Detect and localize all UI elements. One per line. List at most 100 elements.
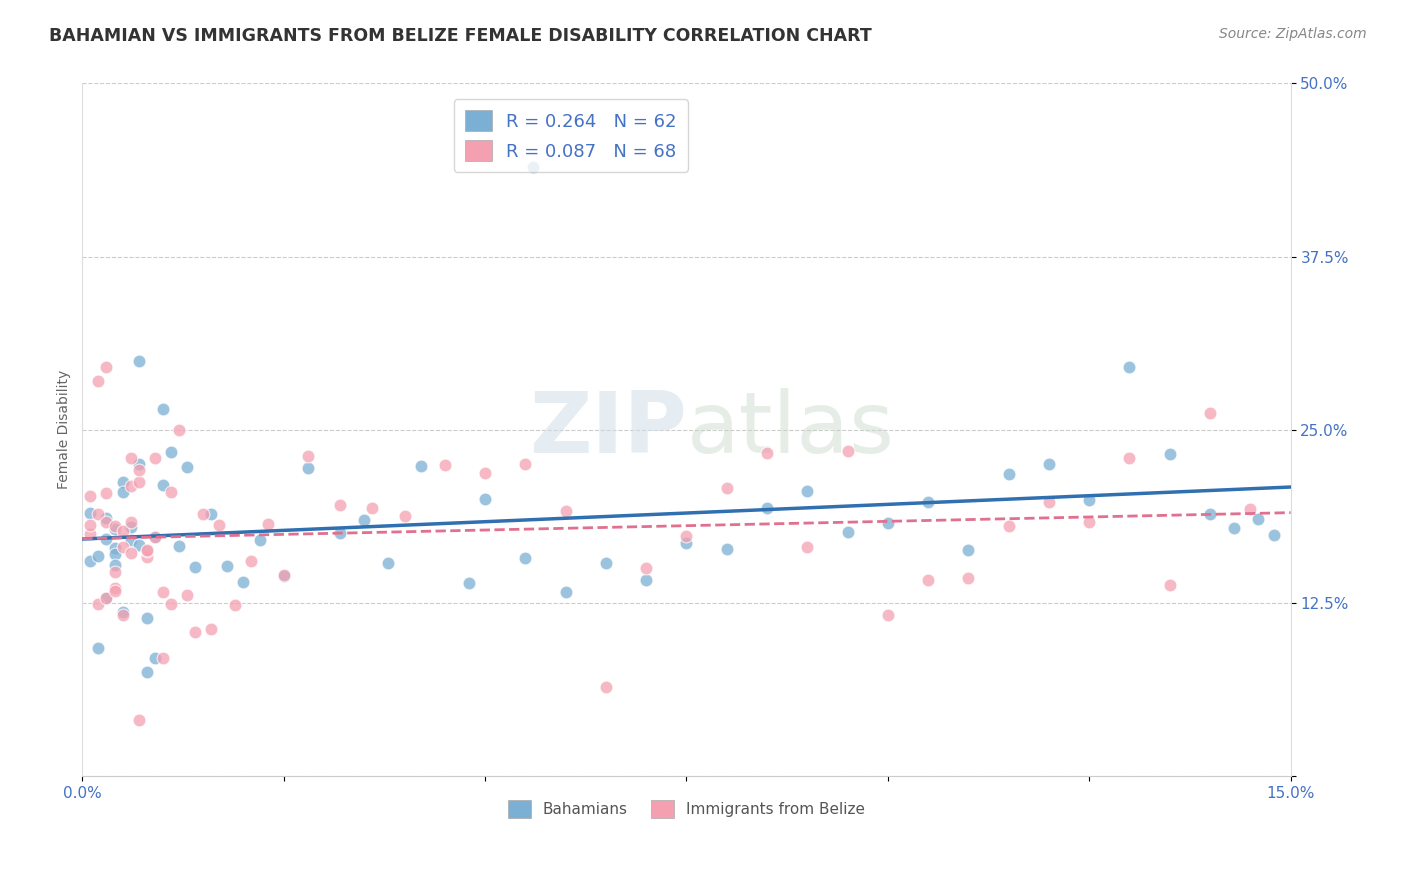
Y-axis label: Female Disability: Female Disability	[58, 370, 72, 490]
Point	[176, 460, 198, 475]
Point	[152, 478, 174, 492]
Point	[675, 529, 697, 543]
Point	[120, 533, 142, 548]
Point	[595, 680, 617, 694]
Point	[232, 575, 254, 590]
Point	[377, 556, 399, 570]
Point	[208, 517, 231, 532]
Point	[329, 499, 352, 513]
Point	[143, 650, 166, 665]
Point	[143, 530, 166, 544]
Point	[184, 625, 207, 640]
Point	[160, 485, 183, 500]
Point	[87, 641, 110, 656]
Point	[111, 607, 134, 622]
Point	[458, 576, 481, 591]
Point	[167, 423, 190, 437]
Point	[675, 536, 697, 550]
Point	[152, 585, 174, 599]
Point	[103, 565, 125, 579]
Point	[111, 475, 134, 489]
Point	[135, 550, 157, 565]
Point	[409, 458, 432, 473]
Point	[79, 526, 101, 541]
Point	[957, 543, 980, 558]
Point	[96, 515, 118, 529]
Point	[1038, 457, 1060, 471]
Legend: Bahamians, Immigrants from Belize: Bahamians, Immigrants from Belize	[502, 794, 872, 824]
Text: Source: ZipAtlas.com: Source: ZipAtlas.com	[1219, 27, 1367, 41]
Point	[111, 605, 134, 619]
Point	[135, 542, 157, 557]
Point	[297, 460, 319, 475]
Point	[135, 611, 157, 625]
Point	[1159, 577, 1181, 591]
Point	[96, 591, 118, 606]
Point	[636, 573, 658, 587]
Point	[160, 444, 183, 458]
Point	[120, 546, 142, 560]
Point	[96, 485, 118, 500]
Point	[87, 598, 110, 612]
Point	[79, 489, 101, 503]
Point	[1263, 528, 1285, 542]
Point	[135, 665, 157, 680]
Point	[103, 583, 125, 598]
Point	[756, 500, 779, 515]
Point	[1239, 501, 1261, 516]
Point	[329, 526, 352, 541]
Point	[796, 483, 818, 498]
Point	[837, 524, 859, 539]
Point	[111, 485, 134, 500]
Point	[128, 713, 150, 727]
Point	[1199, 507, 1222, 521]
Point	[249, 533, 271, 548]
Point	[997, 467, 1019, 481]
Point	[103, 581, 125, 595]
Point	[554, 504, 576, 518]
Point	[160, 598, 183, 612]
Point	[128, 353, 150, 368]
Point	[79, 554, 101, 568]
Point	[917, 495, 939, 509]
Text: ZIP: ZIP	[529, 388, 686, 471]
Point	[1223, 521, 1246, 535]
Point	[1199, 407, 1222, 421]
Point	[96, 510, 118, 524]
Point	[200, 507, 222, 521]
Point	[128, 463, 150, 477]
Point	[87, 374, 110, 388]
Point	[79, 506, 101, 520]
Point	[128, 458, 150, 472]
Point	[143, 450, 166, 465]
Point	[224, 599, 246, 613]
Point	[120, 520, 142, 534]
Point	[515, 457, 537, 471]
Point	[96, 360, 118, 375]
Point	[837, 444, 859, 458]
Point	[87, 507, 110, 521]
Point	[120, 479, 142, 493]
Point	[756, 446, 779, 460]
Point	[167, 539, 190, 553]
Point	[796, 540, 818, 554]
Point	[1038, 495, 1060, 509]
Point	[716, 541, 738, 556]
Point	[394, 509, 416, 524]
Point	[297, 450, 319, 464]
Point	[474, 466, 496, 480]
Point	[1078, 493, 1101, 508]
Point	[96, 591, 118, 606]
Point	[111, 540, 134, 554]
Point	[240, 554, 263, 568]
Point	[128, 539, 150, 553]
Point	[103, 519, 125, 533]
Point	[522, 160, 544, 174]
Point	[433, 458, 456, 472]
Point	[515, 551, 537, 566]
Point	[273, 569, 295, 583]
Point	[1118, 451, 1140, 466]
Point	[200, 622, 222, 636]
Point	[1247, 512, 1270, 526]
Point	[103, 547, 125, 561]
